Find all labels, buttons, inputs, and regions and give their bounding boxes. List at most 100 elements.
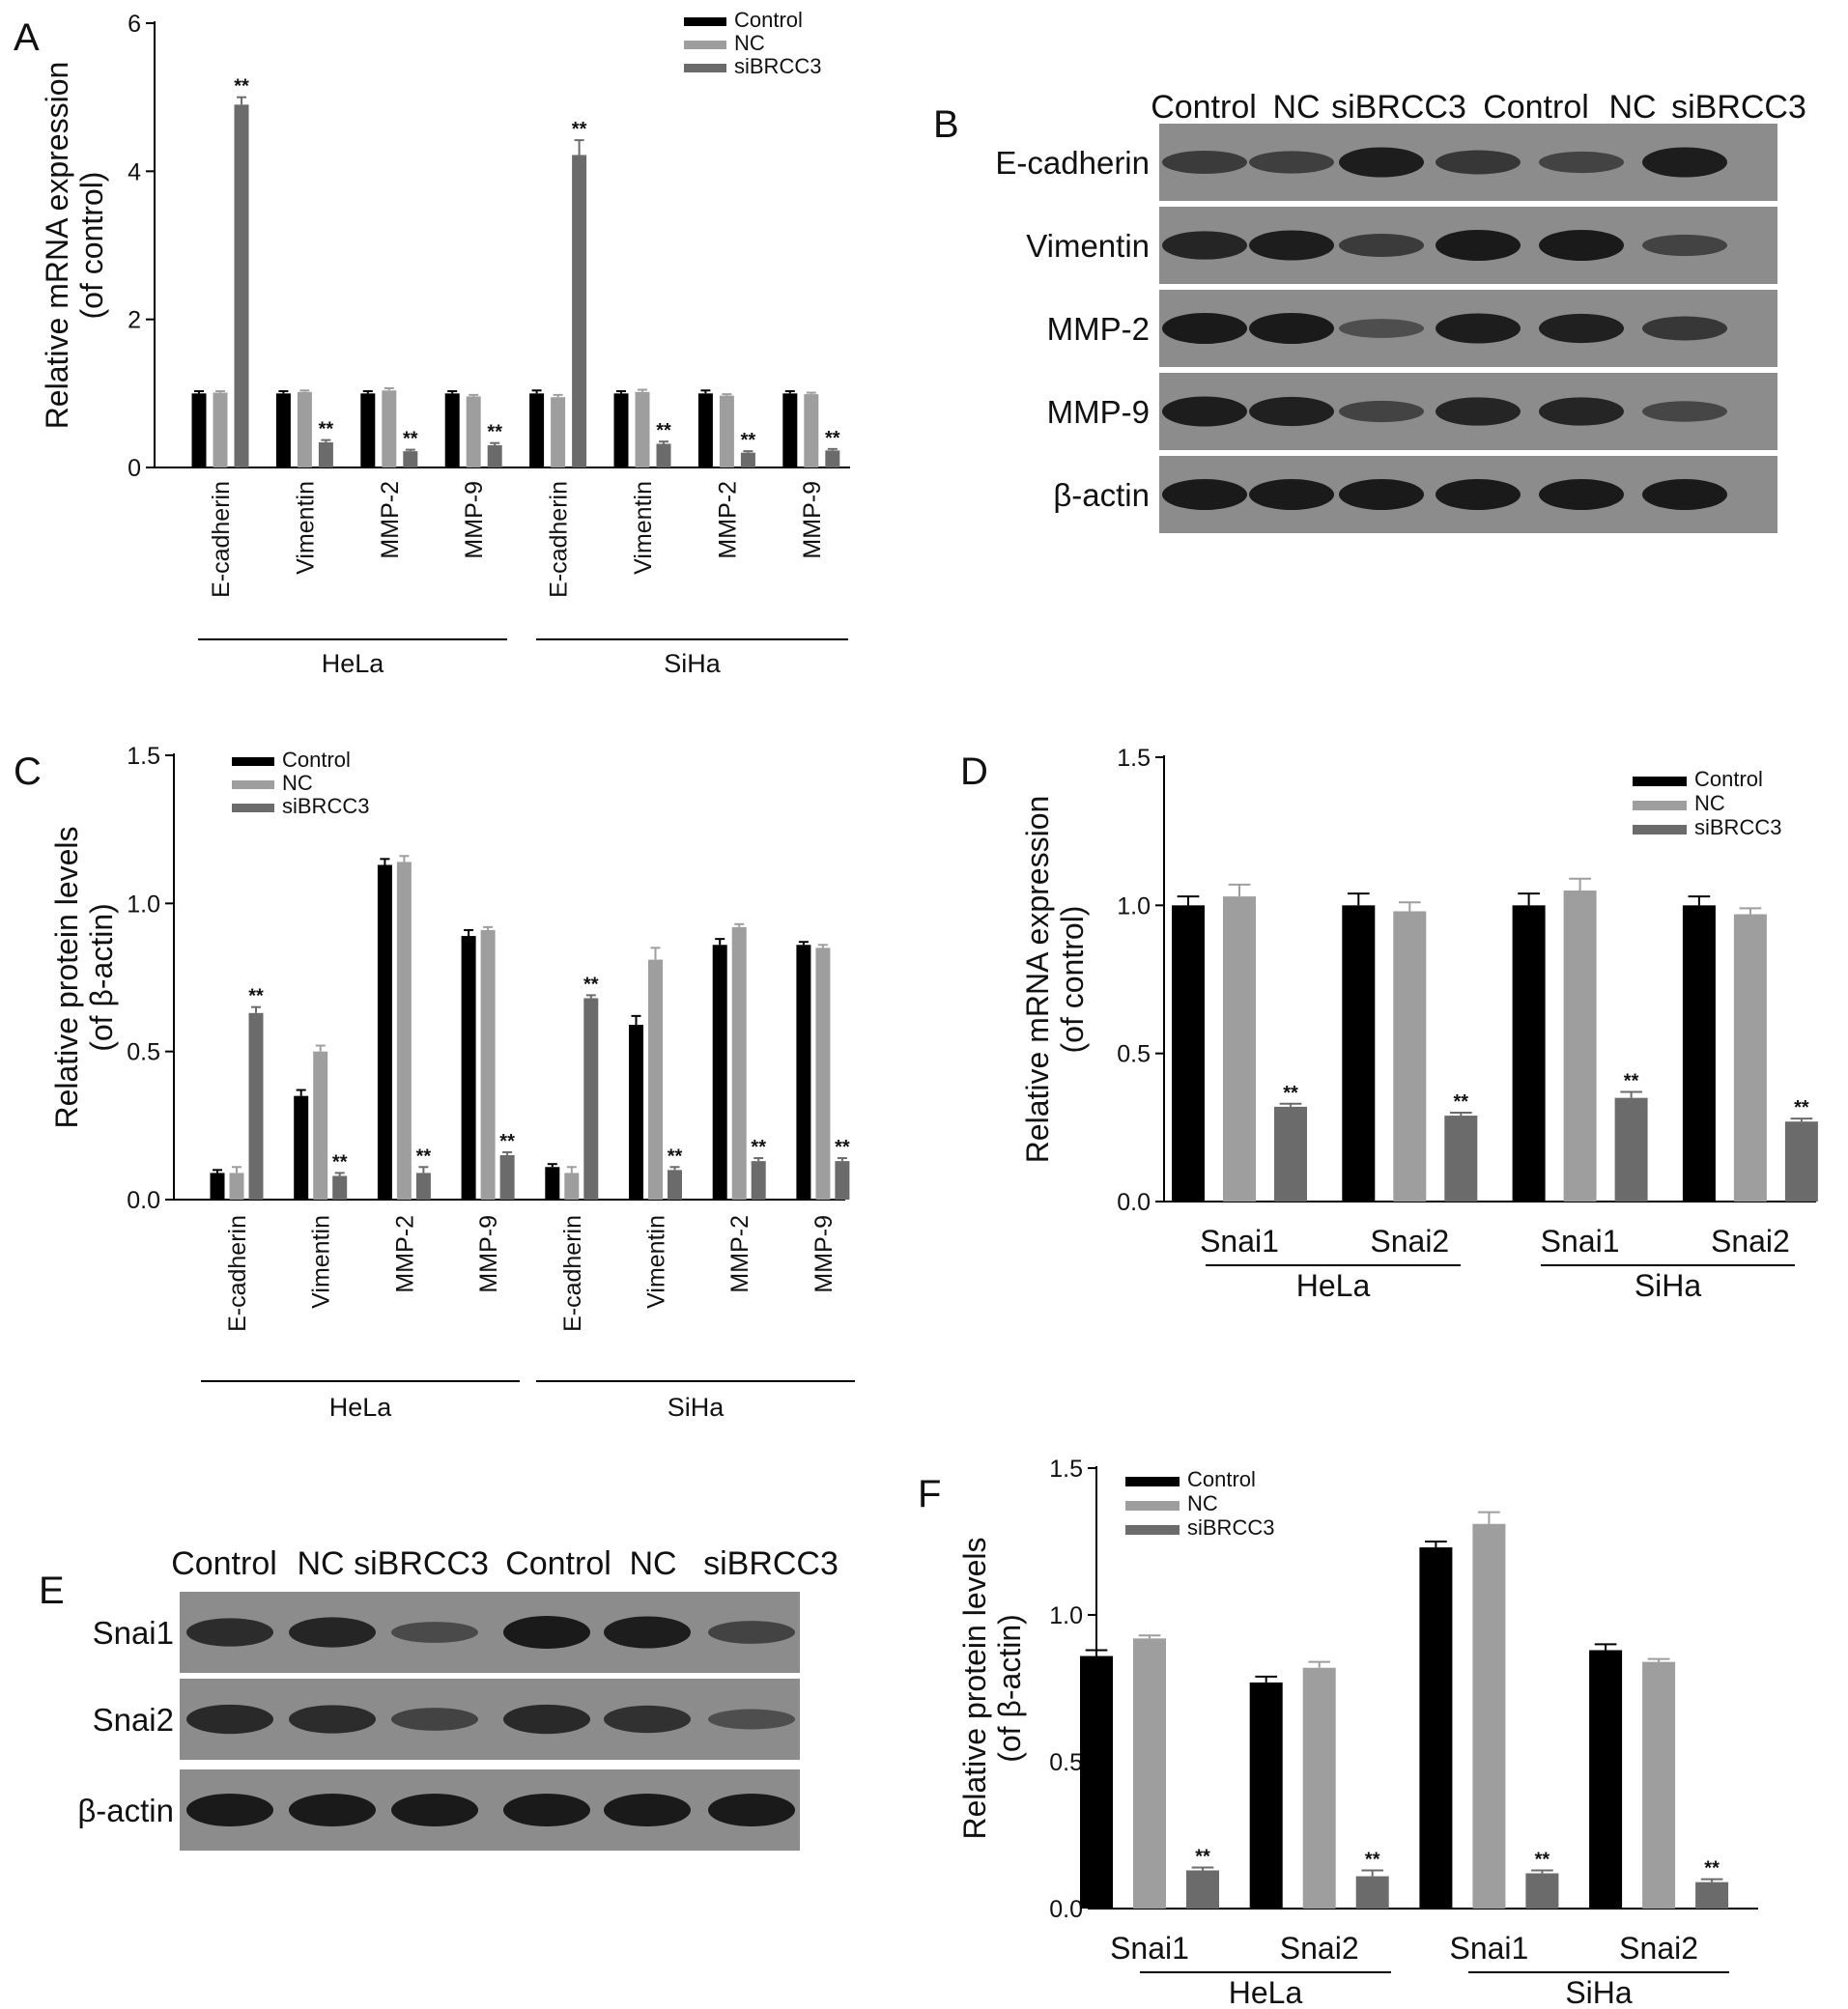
blot-band-e [708, 1794, 795, 1826]
group-label-d: SiHa [1635, 1268, 1702, 1303]
bar-a-control [697, 393, 713, 467]
blot-band-b [1162, 150, 1247, 175]
bar-c-nc [815, 948, 831, 1200]
blot-band-e [391, 1708, 478, 1731]
blot-band-b [1436, 479, 1521, 510]
bar-f-nc [1642, 1661, 1676, 1909]
y-tick-label-a: 6 [128, 11, 141, 38]
x-tick-label-a: MMP-2 [714, 481, 741, 559]
x-tick-label-c: MMP-2 [391, 1215, 418, 1293]
legend-swatch-c [232, 780, 274, 789]
group-label-d: HeLa [1296, 1268, 1371, 1303]
x-tick-label-f: Snai2 [1619, 1931, 1698, 1966]
blot-band-e [604, 1705, 691, 1734]
legend-swatch-a [684, 17, 726, 26]
group-label-c: HeLa [329, 1393, 393, 1422]
bar-d-nc [1733, 914, 1767, 1202]
significance-marker-a: ** [656, 420, 671, 441]
panel-letter-d: D [960, 750, 988, 793]
blot-band-e [503, 1794, 590, 1826]
bar-c-control [294, 1095, 309, 1200]
y-axis-label-line-d: (of control) [1055, 906, 1090, 1054]
blot-band-b [1539, 151, 1624, 174]
y-tick-label-d: 1.5 [1117, 745, 1151, 772]
blot-band-e [391, 1622, 478, 1643]
x-tick-label-a: MMP-9 [461, 481, 488, 559]
blot-band-e [289, 1617, 376, 1648]
bar-d-sibrcc3 [1274, 1106, 1307, 1202]
bar-c-control [545, 1167, 560, 1200]
blot-band-b [1162, 313, 1247, 344]
bar-a-nc [551, 397, 566, 467]
y-tick-label-a: 4 [128, 158, 141, 185]
blot-band-b [1339, 400, 1424, 423]
y-tick-label-a: 2 [128, 307, 141, 334]
y-axis-label-line-c: (of β-actin) [84, 903, 119, 1052]
bar-a-nc [719, 395, 734, 467]
legend-swatch-c [232, 804, 274, 812]
y-tick-label-d: 0.5 [1117, 1041, 1151, 1068]
blot-row-label-e: Snai2 [93, 1702, 174, 1738]
bar-d-control [1512, 905, 1546, 1202]
bar-c-control [461, 936, 476, 1200]
legend-label-d: NC [1694, 791, 1725, 815]
bar-d-sibrcc3 [1784, 1121, 1818, 1202]
x-tick-label-d: Snai1 [1541, 1224, 1620, 1259]
bar-a-nc [213, 392, 228, 467]
y-tick-label-c: 0.5 [127, 1039, 160, 1066]
bar-c-nc [396, 862, 412, 1200]
bar-c-nc [313, 1051, 328, 1200]
legend-swatch-f [1125, 1477, 1180, 1486]
blot-band-b [1642, 234, 1727, 257]
legend-swatch-d [1633, 825, 1687, 835]
group-label-f: SiHa [1565, 1975, 1633, 2009]
blot-band-b [1339, 319, 1424, 338]
blot-band-e [186, 1794, 273, 1826]
blot-lane-label-e: siBRCC3 [703, 1545, 839, 1582]
blot-band-e [289, 1705, 376, 1734]
blot-band-e [186, 1704, 273, 1735]
x-tick-label-c: E-cadherin [559, 1215, 586, 1332]
blot-band-b [1642, 479, 1727, 510]
blot-band-e [604, 1794, 691, 1826]
panel-letter-b: B [933, 103, 959, 146]
significance-marker-a: ** [403, 429, 418, 450]
blot-row-label-b: MMP-9 [1047, 394, 1150, 430]
blot-band-b [1249, 479, 1334, 510]
significance-marker-c: ** [668, 1146, 683, 1167]
blot-band-b [1436, 150, 1521, 175]
bar-c-sibrcc3 [499, 1155, 515, 1200]
y-axis-label-line-a: Relative mRNA expression [40, 62, 74, 430]
blot-lane-label-e: siBRCC3 [354, 1545, 489, 1582]
blot-band-b [1249, 313, 1334, 344]
y-tick-label-f: 1.5 [1049, 1456, 1083, 1483]
group-label-a: HeLa [322, 649, 385, 678]
bar-f-control [1589, 1650, 1623, 1909]
group-label-c: SiHa [668, 1393, 725, 1422]
bar-d-nc [1563, 891, 1597, 1202]
bar-f-sibrcc3 [1355, 1876, 1389, 1909]
blot-row-label-b: E-cadherin [995, 145, 1150, 181]
x-tick-label-c: E-cadherin [224, 1215, 251, 1332]
x-tick-label-a: Vimentin [292, 481, 319, 575]
bar-f-control [1249, 1682, 1283, 1909]
blot-row-label-e: β-actin [77, 1793, 174, 1828]
significance-marker-a: ** [741, 430, 756, 451]
chart-panel-f: 0.0 0.5 1.0 1.5 Relative protein levels(of β… [957, 1456, 1758, 2009]
bar-a-sibrcc3 [572, 155, 587, 467]
blot-lane-label-b: NC [1608, 89, 1656, 126]
legend-swatch-f [1125, 1501, 1180, 1511]
bar-d-sibrcc3 [1444, 1116, 1478, 1202]
panel-letter-f: F [918, 1473, 941, 1515]
y-tick-label-d: 1.0 [1117, 892, 1151, 920]
blot-band-b [1436, 230, 1521, 261]
blot-band-e [708, 1709, 795, 1730]
bar-c-sibrcc3 [415, 1173, 431, 1200]
blot-row-label-e: Snai1 [93, 1615, 174, 1651]
legend-label-a: NC [734, 31, 765, 55]
blot-band-e [503, 1704, 590, 1735]
bar-d-nc [1223, 896, 1256, 1202]
legend-swatch-a [684, 64, 726, 72]
bar-a-control [360, 393, 376, 467]
